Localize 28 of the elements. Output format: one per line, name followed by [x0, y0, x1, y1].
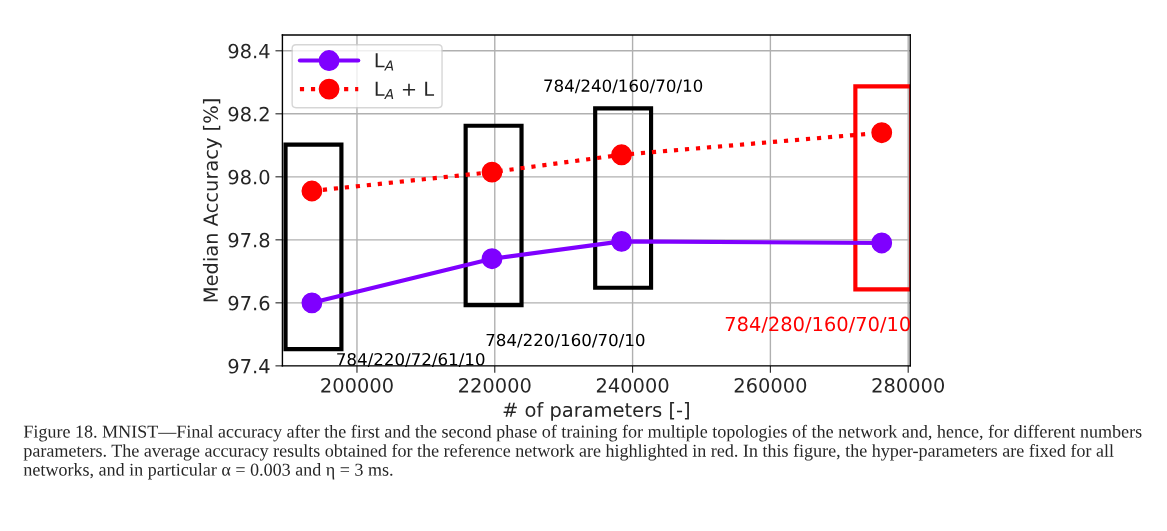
- annotation: 784/220/160/70/10: [486, 333, 645, 348]
- point: [481, 161, 503, 183]
- point: [871, 232, 893, 254]
- x-tick-label: 200000: [321, 378, 393, 393]
- x-tick-label: 280000: [872, 378, 945, 393]
- point: [611, 144, 632, 166]
- y-tick-label: 97.6: [228, 295, 270, 311]
- caption: Figure 18. MNIST—Final accuracy after the first and the second phase of training for multiple topologies of the network and, hence, for different numbers parameters. The average accuracy results obtained for the reference network are highlighted in red. In this figure, the hyper-parameters are fixed for all networks, and in particular α = 0.003 and η = 3 ms.: [23, 424, 1142, 480]
- y-tick-label: 97.4: [228, 358, 270, 374]
- y-tick-label: 98.2: [228, 106, 269, 122]
- annotation: 784/220/72/61/10: [337, 352, 485, 367]
- x-tick-label: 220000: [459, 378, 531, 393]
- point: [871, 122, 893, 144]
- y-tick-label: 98.4: [228, 43, 270, 59]
- legend-label: L$_{A}$ + L: [375, 81, 435, 100]
- point: [301, 292, 323, 314]
- point: [481, 248, 503, 270]
- x-axis-title: # of parameters [-]: [503, 402, 689, 421]
- point: [611, 230, 632, 252]
- x-tick-label: 240000: [596, 378, 669, 393]
- annotation: 784/280/160/70/10: [725, 316, 910, 333]
- y-axis-title: Median Accuracy [%]: [202, 99, 222, 302]
- legend-label: L$_{A}$: [375, 53, 394, 71]
- x-tick-label: 260000: [734, 378, 807, 393]
- y-tick-label: 98.0: [228, 169, 270, 185]
- y-tick-label: 97.8: [228, 232, 270, 248]
- point: [301, 180, 323, 202]
- annotation: 784/240/160/70/10: [544, 79, 703, 94]
